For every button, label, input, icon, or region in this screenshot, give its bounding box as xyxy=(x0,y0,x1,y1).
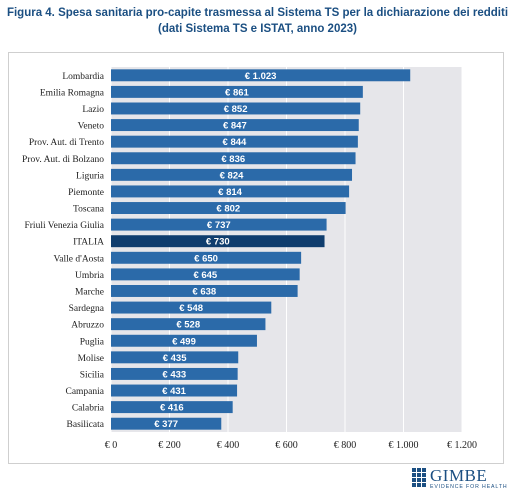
bar-value-label: € 433 xyxy=(162,369,186,380)
x-tick-label: € 200 xyxy=(158,440,181,451)
x-tick-label: € 600 xyxy=(275,440,298,451)
bar-value-label: € 730 xyxy=(206,237,230,248)
category-label: ITALIA xyxy=(73,238,104,248)
category-label: Liguria xyxy=(76,171,105,181)
bar xyxy=(111,318,266,331)
category-label: Campania xyxy=(65,387,104,397)
bar xyxy=(111,334,257,347)
bar xyxy=(111,152,356,165)
category-label: Molise xyxy=(78,354,104,364)
category-label: Emilia Romagna xyxy=(40,88,105,98)
bar-value-label: € 499 xyxy=(172,336,196,347)
bar-value-label: € 844 xyxy=(223,137,247,148)
bar-value-label: € 814 xyxy=(218,187,242,198)
bar xyxy=(111,251,302,264)
bar-value-label: € 377 xyxy=(154,419,178,430)
bar-value-label: € 836 xyxy=(221,154,245,165)
bar xyxy=(111,185,350,198)
category-label: Abruzzo xyxy=(71,321,104,331)
x-tick-label: € 0 xyxy=(105,440,118,451)
bar-value-label: € 650 xyxy=(194,253,218,264)
bar-value-label: € 852 xyxy=(224,104,248,115)
bar xyxy=(111,85,363,98)
gimbe-logo-mark-icon xyxy=(412,468,426,487)
bar xyxy=(111,202,346,214)
category-label: Puglia xyxy=(80,337,105,347)
bar-value-label: € 802 xyxy=(216,204,240,215)
x-tick-label: € 1.200 xyxy=(447,440,477,451)
bar-value-label: € 528 xyxy=(176,320,200,331)
bar xyxy=(111,384,238,397)
chart-title: Figura 4. Spesa sanitaria pro-capite tra… xyxy=(0,5,515,37)
bar-value-label: € 824 xyxy=(220,170,244,181)
bar-value-label: € 638 xyxy=(192,286,216,297)
bar xyxy=(111,301,272,314)
x-axis-tick-labels: € 0 € 200 € 400 € 600 € 800 € 1.000 € 1.200 xyxy=(105,440,477,451)
category-label: Lazio xyxy=(82,105,104,115)
category-label: Lombardia xyxy=(62,72,104,82)
bar xyxy=(111,135,358,148)
bar xyxy=(111,285,298,297)
category-label: Umbria xyxy=(75,271,105,281)
bar-value-label: € 645 xyxy=(193,270,217,281)
category-label: Toscana xyxy=(73,205,105,215)
category-label: Marche xyxy=(75,287,104,297)
bar-value-label: € 1.023 xyxy=(245,71,277,82)
bar-value-label: € 548 xyxy=(179,303,203,314)
category-labels: Lombardia Emilia Romagna Lazio Veneto Prov. … xyxy=(22,72,105,430)
bar-value-label: € 431 xyxy=(162,386,186,397)
category-label: Veneto xyxy=(78,122,105,132)
bar xyxy=(111,401,233,414)
category-label: Prov. Aut. di Bolzano xyxy=(22,155,104,165)
category-label: Friuli Venezia Giulia xyxy=(24,221,104,231)
category-label: Calabria xyxy=(72,404,105,414)
bar xyxy=(111,69,411,82)
bar xyxy=(111,417,222,430)
x-tick-label: € 1.000 xyxy=(389,440,419,451)
bars: € 1.023 € 861 € 852 € 847 € 844 € 836 € 824 € 8… xyxy=(111,69,411,430)
bar-value-label: € 847 xyxy=(223,121,247,132)
category-label: Basilicata xyxy=(67,420,105,430)
category-label: Valle d'Aosta xyxy=(53,254,104,264)
bar xyxy=(111,119,359,132)
logo-tagline: EVIDENCE FOR HEALTH xyxy=(430,484,508,490)
bar xyxy=(111,351,239,364)
chart-title-line2: (dati Sistema TS e ISTAT, anno 2023) xyxy=(158,23,357,35)
bar-value-label: € 737 xyxy=(207,220,231,231)
bar-value-label: € 435 xyxy=(163,353,187,364)
bar xyxy=(111,235,325,248)
bar-chart: € 1.023 € 861 € 852 € 847 € 844 € 836 € 824 € 8… xyxy=(22,67,477,451)
bar xyxy=(111,218,327,231)
bar xyxy=(111,102,361,115)
bar xyxy=(111,168,353,181)
bar xyxy=(111,268,300,281)
gimbe-logo: GIMBE EVIDENCE FOR HEALTH xyxy=(412,466,508,496)
bar-value-label: € 416 xyxy=(160,403,184,414)
category-label: Sardegna xyxy=(69,304,105,314)
chart-title-line1: Figura 4. Spesa sanitaria pro-capite tra… xyxy=(6,7,509,19)
bar-value-label: € 861 xyxy=(225,87,249,98)
category-label: Sicilia xyxy=(80,370,105,380)
category-label: Piemonte xyxy=(68,188,104,198)
logo-name: GIMBE xyxy=(430,466,488,485)
category-label: Prov. Aut. di Trento xyxy=(29,138,104,148)
bar xyxy=(111,367,238,380)
x-tick-label: € 400 xyxy=(217,440,240,451)
x-tick-label: € 800 xyxy=(334,440,357,451)
